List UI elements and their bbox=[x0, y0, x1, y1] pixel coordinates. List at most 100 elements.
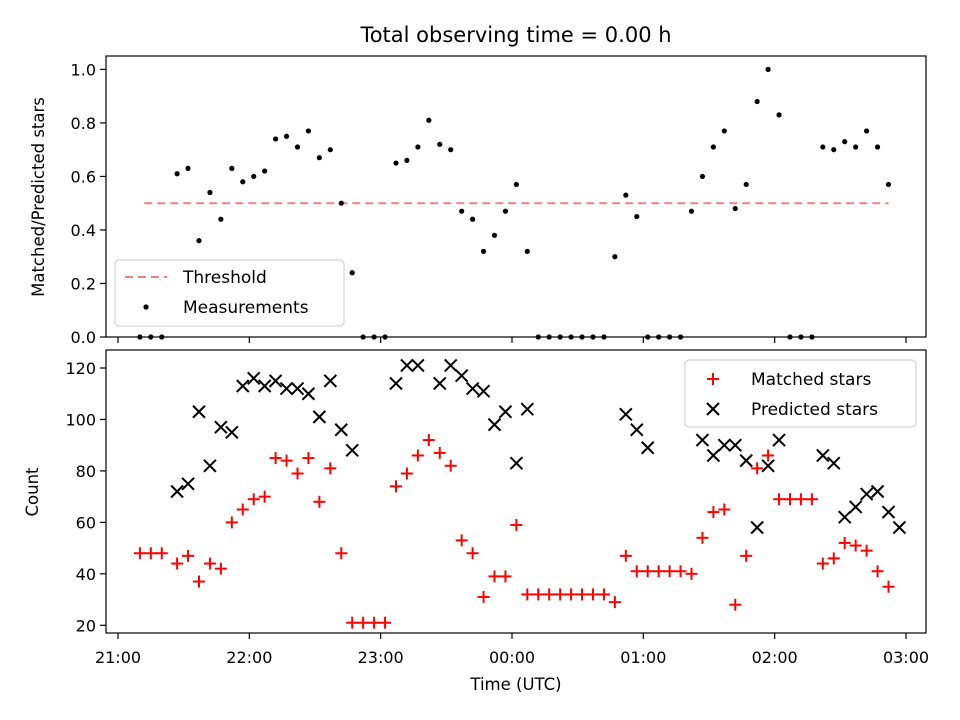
matched-stars-points bbox=[133, 434, 895, 629]
measurement-point bbox=[502, 208, 509, 214]
ratio-axes-frame bbox=[105, 55, 927, 338]
predicted-star-marker-b bbox=[268, 374, 283, 388]
predicted-star-marker bbox=[859, 487, 874, 501]
predicted-star-marker bbox=[706, 448, 721, 463]
matched-star-marker bbox=[155, 547, 168, 560]
measurement-point bbox=[831, 147, 837, 153]
measurement-point bbox=[349, 270, 355, 276]
ratio-panel: Total observing time = 0.00 h 0.00.20.40… bbox=[29, 23, 927, 347]
matched-star-marker bbox=[849, 539, 862, 552]
matched-star-marker bbox=[433, 446, 446, 459]
count-axes-frame bbox=[105, 349, 927, 634]
measurement-point bbox=[218, 216, 224, 222]
predicted-star-marker-b bbox=[498, 405, 513, 419]
legend-predicted-swatch bbox=[706, 402, 720, 416]
measurement-point bbox=[634, 213, 640, 220]
predicted-star-marker bbox=[739, 453, 753, 468]
matched-star-marker bbox=[477, 590, 490, 603]
predicted-star-marker-b bbox=[750, 520, 764, 535]
predicted-star-marker bbox=[323, 374, 338, 388]
predicted-star-marker bbox=[279, 381, 294, 396]
measurement-point bbox=[885, 181, 892, 188]
measurement-point bbox=[513, 181, 519, 188]
measurement-point bbox=[688, 208, 695, 214]
matched-star-marker bbox=[171, 557, 184, 570]
matched-star-marker bbox=[444, 459, 457, 472]
count-x-tick-label: 21:00 bbox=[95, 648, 141, 667]
matched-star-marker bbox=[871, 565, 884, 578]
measurement-point bbox=[393, 160, 399, 166]
predicted-star-marker bbox=[225, 425, 239, 440]
ratio-y-tick-label: 1.0 bbox=[71, 60, 96, 79]
ratio-x-axis bbox=[117, 337, 907, 343]
measurement-point bbox=[754, 98, 760, 105]
predicted-star-marker-b bbox=[772, 433, 786, 447]
predicted-star-marker bbox=[312, 410, 327, 424]
predicted-star-marker bbox=[761, 459, 775, 473]
matched-star-marker bbox=[411, 449, 424, 462]
measurement-point bbox=[262, 168, 268, 174]
measurement-point bbox=[480, 248, 487, 254]
matched-star-marker bbox=[510, 518, 523, 531]
measurement-point bbox=[327, 147, 333, 153]
measurement-point bbox=[207, 189, 213, 196]
measurement-point bbox=[721, 128, 727, 134]
predicted-star-marker bbox=[630, 423, 644, 437]
ratio-y-tick-label: 0.8 bbox=[71, 114, 96, 133]
measurement-point bbox=[470, 216, 476, 222]
matched-star-marker bbox=[269, 452, 282, 465]
matched-star-marker bbox=[816, 557, 829, 570]
predicted-stars-points bbox=[170, 358, 907, 535]
legend-predicted-label: Predicted stars bbox=[751, 400, 878, 420]
predicted-star-marker-b bbox=[881, 505, 896, 519]
predicted-star-marker-b bbox=[816, 448, 830, 463]
measurement-point bbox=[459, 208, 465, 214]
matched-star-marker bbox=[630, 565, 643, 578]
count-x-tick-label: 02:00 bbox=[752, 648, 798, 667]
predicted-star-marker-b bbox=[301, 387, 316, 401]
measurement-point bbox=[251, 173, 257, 180]
count-x-tick-label: 22:00 bbox=[226, 648, 272, 667]
predicted-star-marker bbox=[400, 358, 414, 373]
count-y-tick-label: 120 bbox=[65, 359, 96, 378]
predicted-star-marker bbox=[181, 477, 195, 491]
predicted-star-marker-b bbox=[509, 456, 524, 470]
measurement-point bbox=[842, 139, 848, 145]
predicted-star-marker bbox=[214, 420, 228, 434]
matched-star-marker bbox=[324, 462, 337, 475]
matched-star-marker bbox=[357, 616, 370, 629]
matched-star-marker bbox=[455, 534, 468, 547]
ratio-y-tick-label: 0.4 bbox=[71, 221, 96, 240]
predicted-star-marker bbox=[695, 433, 710, 447]
matched-star-marker bbox=[499, 570, 512, 583]
matched-star-marker bbox=[521, 588, 534, 601]
predicted-star-marker-b bbox=[389, 376, 403, 391]
predicted-star-marker bbox=[509, 456, 524, 470]
matched-star-marker bbox=[805, 493, 818, 506]
predicted-star-marker-b bbox=[192, 405, 206, 419]
predicted-star-marker bbox=[619, 407, 633, 422]
matched-star-marker bbox=[663, 565, 676, 578]
count-y-axis: 20 40 60 80 100 120 bbox=[65, 359, 106, 635]
measurement-point bbox=[196, 238, 202, 244]
predicted-star-marker bbox=[411, 358, 425, 373]
matched-star-marker bbox=[335, 547, 348, 560]
matched-star-marker bbox=[685, 567, 698, 580]
predicted-star-marker bbox=[257, 379, 272, 393]
predicted-star-marker-b bbox=[848, 500, 863, 514]
matched-star-marker bbox=[729, 598, 742, 611]
predicted-star-marker-b bbox=[892, 520, 907, 535]
measurement-point bbox=[612, 254, 618, 260]
measurement-point bbox=[404, 157, 410, 163]
predicted-star-marker-b bbox=[290, 381, 305, 396]
matched-star-marker bbox=[346, 616, 359, 629]
predicted-star-marker bbox=[476, 384, 491, 398]
measurement-point bbox=[273, 136, 279, 142]
matched-star-marker bbox=[313, 495, 326, 508]
predicted-star-marker-b bbox=[520, 402, 535, 416]
measurement-point bbox=[699, 173, 706, 180]
matched-star-marker bbox=[247, 493, 260, 506]
predicted-star-marker bbox=[750, 520, 764, 535]
predicted-star-marker-b bbox=[323, 374, 338, 388]
predicted-star-marker bbox=[444, 358, 458, 373]
